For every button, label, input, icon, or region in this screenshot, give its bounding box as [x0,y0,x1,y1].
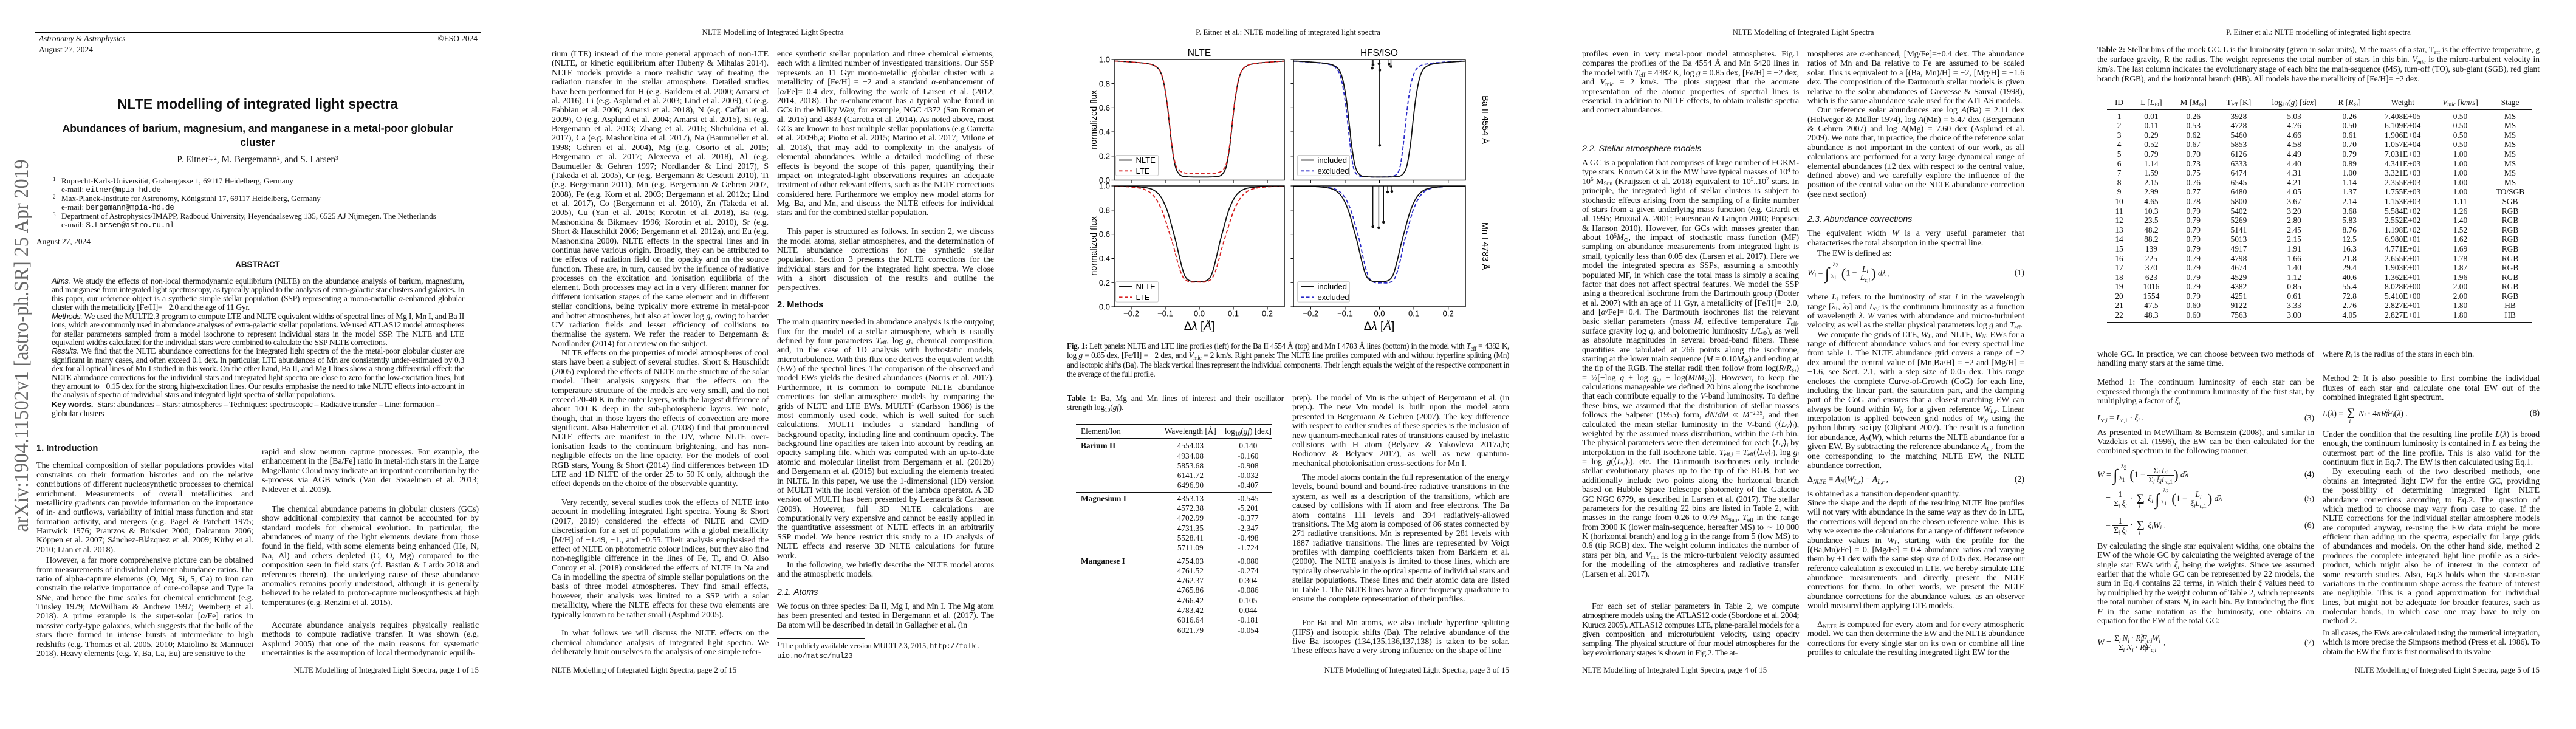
svg-text:0.2: 0.2 [1099,278,1110,287]
svg-text:LTE: LTE [1136,166,1150,176]
svg-text:NLTE: NLTE [1188,48,1211,58]
svg-text:0.0: 0.0 [1194,309,1205,318]
svg-text:0.1: 0.1 [1408,309,1419,318]
svg-text:HFS/ISO: HFS/ISO [1360,48,1398,58]
svg-text:NLTE: NLTE [1136,282,1156,291]
svg-text:LTE: LTE [1136,293,1150,302]
svg-text:normalized flux: normalized flux [1089,89,1099,149]
svg-text:included: included [1318,282,1347,291]
svg-text:Mn I 4783 Å: Mn I 4783 Å [1480,222,1490,270]
svg-text:normalized flux: normalized flux [1089,216,1099,275]
svg-text:excluded: excluded [1318,166,1349,176]
svg-text:0.6: 0.6 [1099,103,1110,112]
svg-text:0.2: 0.2 [1099,151,1110,160]
svg-text:−0.2: −0.2 [1123,309,1139,318]
svg-text:0.2: 0.2 [1443,309,1454,318]
svg-text:0.2: 0.2 [1262,309,1273,318]
svg-text:0.0: 0.0 [1099,303,1110,312]
svg-text:0.0: 0.0 [1374,309,1385,318]
svg-text:0.6: 0.6 [1099,230,1110,239]
svg-text:NLTE: NLTE [1136,156,1156,165]
svg-text:1.0: 1.0 [1099,182,1110,191]
svg-text:0.4: 0.4 [1099,128,1110,137]
svg-text:Ba II 4554 Å: Ba II 4554 Å [1480,95,1490,144]
svg-text:−0.1: −0.1 [1337,309,1353,318]
svg-text:0.8: 0.8 [1099,79,1110,88]
svg-text:−0.1: −0.1 [1157,309,1173,318]
svg-text:0.8: 0.8 [1099,205,1110,214]
svg-text:0.4: 0.4 [1099,254,1110,263]
svg-text:excluded: excluded [1318,293,1349,302]
svg-text:included: included [1318,156,1347,165]
svg-text:0.1: 0.1 [1228,309,1239,318]
svg-text:Δλ [Å]: Δλ [Å] [1364,320,1395,333]
svg-text:Δλ [Å]: Δλ [Å] [1184,320,1215,333]
svg-text:1.0: 1.0 [1099,55,1110,64]
svg-text:−0.2: −0.2 [1303,309,1318,318]
svg-text:0.0: 0.0 [1099,176,1110,185]
